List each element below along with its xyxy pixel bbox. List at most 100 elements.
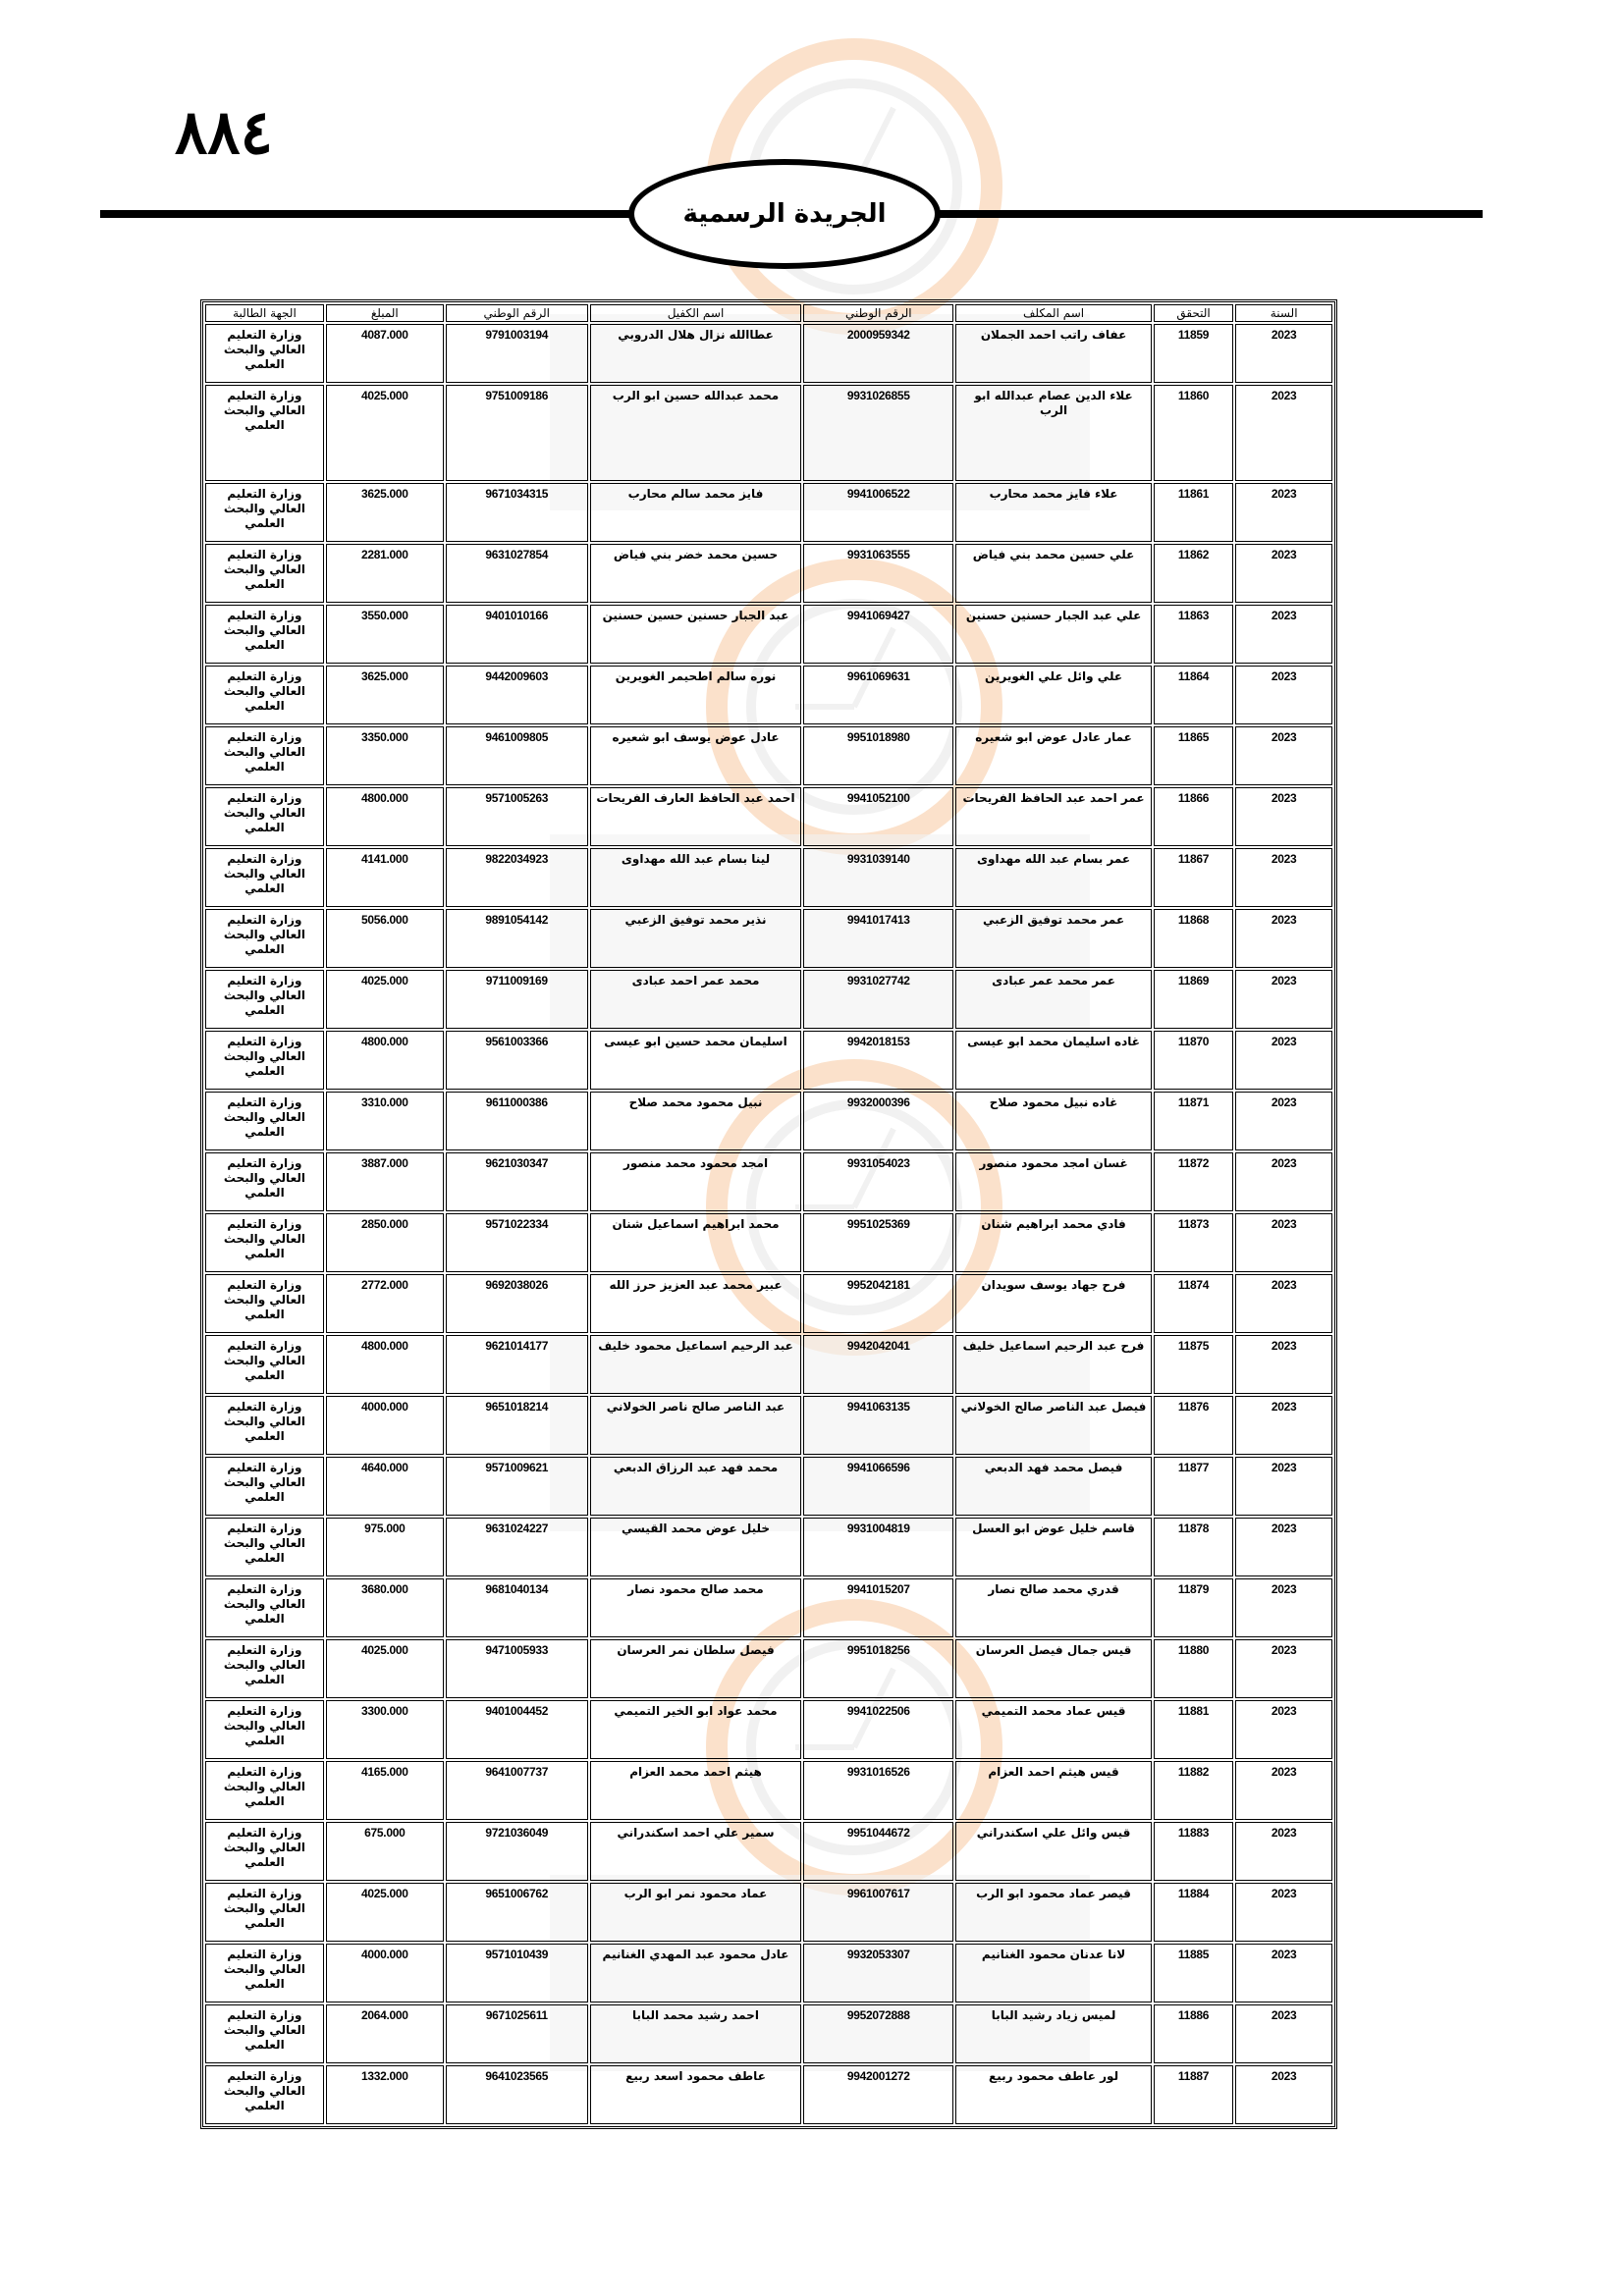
cell-taxpayer-name: فرح عبد الرحيم اسماعيل خليف (955, 1335, 1152, 1394)
table-row: 2023 11859 عفاف راتب احمد الجملان 200095934… (205, 324, 1332, 383)
cell-verification: 11873 (1153, 1213, 1234, 1272)
cell-year: 2023 (1235, 787, 1332, 846)
cell-guarantor-name: عادل محمود عبد المهدي الغنانيم (589, 1944, 802, 2002)
cell-verification: 11884 (1153, 1883, 1234, 1942)
cell-year: 2023 (1235, 1213, 1332, 1272)
cell-amount: 3550.000 (325, 605, 444, 664)
page-number: ٨٨٤ (175, 96, 273, 168)
cell-guarantor-national-id: 9822034923 (445, 848, 588, 907)
table-row: 2023 11878 قاسم خليل عوض ابو العسل 99310048… (205, 1518, 1332, 1576)
cell-taxpayer-name: غاده نبيل محمود صلاح (955, 1092, 1152, 1150)
cell-year: 2023 (1235, 385, 1332, 481)
cell-taxpayer-name: عمر محمد توفيق الزعبي (955, 909, 1152, 968)
cell-amount: 4800.000 (325, 1335, 444, 1394)
cell-verification: 11861 (1153, 483, 1234, 542)
cell-taxpayer-name: عفاف راتب احمد الجملان (955, 324, 1152, 383)
cell-taxpayer-national-id: 9931054023 (803, 1152, 954, 1211)
cell-requesting-party: وزارة التعليم العالي والبحث العلمي (205, 1700, 324, 1759)
cell-taxpayer-national-id: 9951044672 (803, 1822, 954, 1881)
cell-guarantor-national-id: 9721036049 (445, 1822, 588, 1881)
cell-amount: 3625.000 (325, 666, 444, 724)
cell-verification: 11870 (1153, 1031, 1234, 1090)
cell-verification: 11883 (1153, 1822, 1234, 1881)
cell-amount: 4000.000 (325, 1944, 444, 2002)
cell-verification: 11872 (1153, 1152, 1234, 1211)
cell-requesting-party: وزارة التعليم العالي والبحث العلمي (205, 909, 324, 968)
cell-taxpayer-national-id: 9942042041 (803, 1335, 954, 1394)
cell-amount: 4025.000 (325, 1883, 444, 1942)
cell-guarantor-name: محمد عواد ابو الخير التميمي (589, 1700, 802, 1759)
cell-requesting-party: وزارة التعليم العالي والبحث العلمي (205, 1761, 324, 1820)
cell-amount: 3300.000 (325, 1700, 444, 1759)
cell-year: 2023 (1235, 1944, 1332, 2002)
column-header-guarantor-national-id: الرقم الوطني (445, 304, 588, 322)
cell-guarantor-national-id: 9611000386 (445, 1092, 588, 1150)
cell-taxpayer-name: علاء فايز محمد محارب (955, 483, 1152, 542)
cell-guarantor-national-id: 9442009603 (445, 666, 588, 724)
cell-year: 2023 (1235, 1457, 1332, 1516)
cell-year: 2023 (1235, 605, 1332, 664)
cell-taxpayer-national-id: 9952072888 (803, 2004, 954, 2063)
cell-verification: 11875 (1153, 1335, 1234, 1394)
table-row: 2023 11885 لانا عدنان محمود الغنانيم 993205… (205, 1944, 1332, 2002)
cell-year: 2023 (1235, 544, 1332, 603)
table-row: 2023 11869 عمر محمد عمر عبادى 9931027742 محم… (205, 970, 1332, 1029)
cell-taxpayer-national-id: 9941052100 (803, 787, 954, 846)
cell-taxpayer-national-id: 9931026855 (803, 385, 954, 481)
cell-requesting-party: وزارة التعليم العالي والبحث العلمي (205, 1639, 324, 1698)
cell-taxpayer-name: عمر احمد عبد الحافظ الفريحات (955, 787, 1152, 846)
cell-verification: 11879 (1153, 1578, 1234, 1637)
cell-taxpayer-national-id: 9941063135 (803, 1396, 954, 1455)
cell-amount: 3350.000 (325, 726, 444, 785)
table-row: 2023 11886 لميس زياد رشيد البابا 9952072888… (205, 2004, 1332, 2063)
cell-taxpayer-name: علي حسين محمد بني فياض (955, 544, 1152, 603)
table-row: 2023 11866 عمر احمد عبد الحافظ الفريحات 994… (205, 787, 1332, 846)
cell-taxpayer-national-id: 9941015207 (803, 1578, 954, 1637)
cell-guarantor-name: نذير محمد توفيق الزعبي (589, 909, 802, 968)
cell-taxpayer-national-id: 9951018980 (803, 726, 954, 785)
cell-taxpayer-name: علي عبد الجبار حسنين حسنين (955, 605, 1152, 664)
cell-taxpayer-name: غاده اسليمان محمد ابو عيسى (955, 1031, 1152, 1090)
cell-taxpayer-name: لميس زياد رشيد البابا (955, 2004, 1152, 2063)
table-row: 2023 11872 غسان امجد محمود منصور 9931054023… (205, 1152, 1332, 1211)
cell-amount: 3310.000 (325, 1092, 444, 1150)
cell-guarantor-name: عاطف محمود اسعد ربيع (589, 2065, 802, 2124)
cell-guarantor-national-id: 9401010166 (445, 605, 588, 664)
cell-amount: 4025.000 (325, 970, 444, 1029)
cell-requesting-party: وزارة التعليم العالي والبحث العلمي (205, 483, 324, 542)
cell-amount: 3625.000 (325, 483, 444, 542)
cell-guarantor-name: امجد محمود محمد منصور (589, 1152, 802, 1211)
cell-taxpayer-national-id: 9961007617 (803, 1883, 954, 1942)
cell-guarantor-national-id: 9461009805 (445, 726, 588, 785)
cell-year: 2023 (1235, 1578, 1332, 1637)
cell-amount: 1332.000 (325, 2065, 444, 2124)
cell-verification: 11886 (1153, 2004, 1234, 2063)
cell-requesting-party: وزارة التعليم العالي والبحث العلمي (205, 848, 324, 907)
cell-amount: 2064.000 (325, 2004, 444, 2063)
cell-guarantor-name: عبد الرحيم اسماعيل محمود خليف (589, 1335, 802, 1394)
column-header-taxpayer-national-id: الرقم الوطني (803, 304, 954, 322)
cell-guarantor-national-id: 9571010439 (445, 1944, 588, 2002)
table-row: 2023 11881 قيس عماد محمد التميمي 9941022506… (205, 1700, 1332, 1759)
cell-year: 2023 (1235, 1761, 1332, 1820)
cell-taxpayer-name: قاسم خليل عوض ابو العسل (955, 1518, 1152, 1576)
cell-requesting-party: وزارة التعليم العالي والبحث العلمي (205, 2004, 324, 2063)
cell-requesting-party: وزارة التعليم العالي والبحث العلمي (205, 1578, 324, 1637)
cell-taxpayer-national-id: 9951018256 (803, 1639, 954, 1698)
cell-guarantor-name: محمد صالح محمود نصار (589, 1578, 802, 1637)
cell-year: 2023 (1235, 1518, 1332, 1576)
cell-guarantor-name: اسليمان محمد حسين ابو عيسى (589, 1031, 802, 1090)
cell-verification: 11864 (1153, 666, 1234, 724)
cell-verification: 11860 (1153, 385, 1234, 481)
cell-year: 2023 (1235, 1700, 1332, 1759)
table-row: 2023 11871 غاده نبيل محمود صلاح 9932000396 ن… (205, 1092, 1332, 1150)
cell-year: 2023 (1235, 909, 1332, 968)
cell-verification: 11863 (1153, 605, 1234, 664)
cell-verification: 11865 (1153, 726, 1234, 785)
cell-taxpayer-name: قيس هيثم احمد العزام (955, 1761, 1152, 1820)
cell-guarantor-name: محمد فهد عبد الرزاق الدبعي (589, 1457, 802, 1516)
cell-guarantor-name: محمد ابراهيم اسماعيل شنان (589, 1213, 802, 1272)
table-row: 2023 11879 قدري محمد صالح نصار 9941015207 مح… (205, 1578, 1332, 1637)
cell-guarantor-national-id: 9681040134 (445, 1578, 588, 1637)
cell-amount: 3680.000 (325, 1578, 444, 1637)
